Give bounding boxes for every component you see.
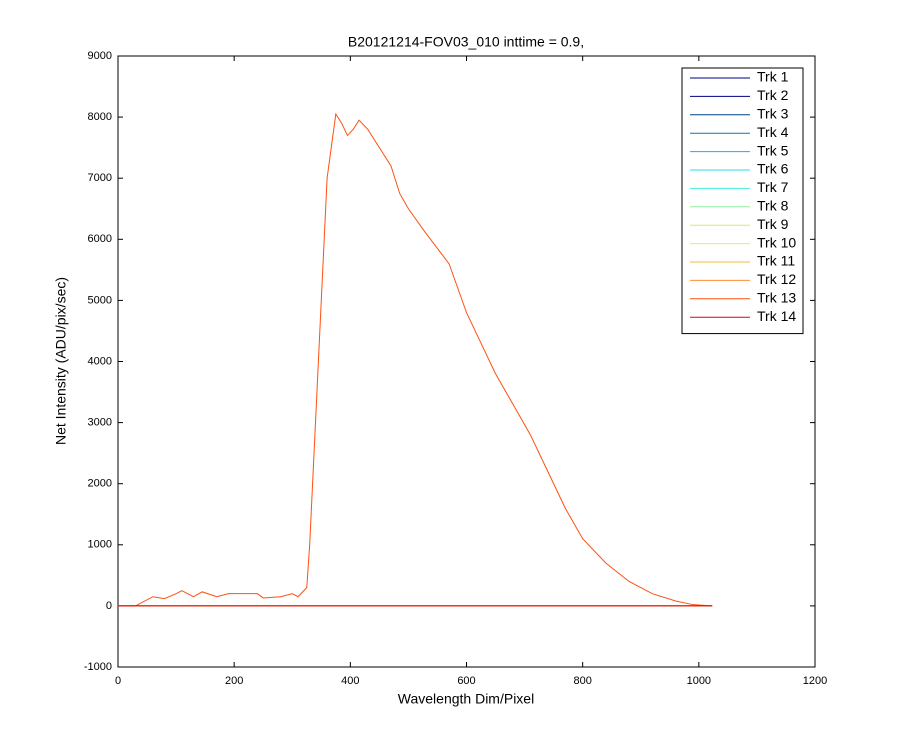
chart-title: B20121214-FOV03_010 inttime = 0.9, <box>348 34 584 50</box>
legend-box <box>681 67 804 335</box>
legend-label: Trk 4 <box>757 124 789 140</box>
legend-label: Trk 10 <box>757 234 796 250</box>
x-tick-label: 400 <box>341 675 359 687</box>
legend-label: Trk 2 <box>757 87 789 103</box>
x-tick-label: 1000 <box>687 675 711 687</box>
y-tick-label: 1000 <box>88 539 112 551</box>
legend-label: Trk 13 <box>757 290 796 306</box>
y-tick-label: 6000 <box>88 233 112 245</box>
legend-label: Trk 14 <box>757 308 796 324</box>
y-tick-label: 0 <box>106 600 112 612</box>
legend-label: Trk 12 <box>757 271 796 287</box>
y-axis-label: Net Intensity (ADU/pix/sec) <box>53 277 69 445</box>
x-tick-label: 800 <box>573 675 591 687</box>
y-tick-label: 5000 <box>88 294 112 306</box>
x-axis-label: Wavelength Dim/Pixel <box>398 691 534 707</box>
x-tick-label: 1200 <box>803 675 827 687</box>
legend-label: Trk 8 <box>757 198 789 214</box>
y-tick-label: 8000 <box>88 111 112 123</box>
legend-label: Trk 5 <box>757 142 789 158</box>
y-tick-label: 4000 <box>88 355 112 367</box>
legend-label: Trk 11 <box>757 253 795 269</box>
y-tick-label: 7000 <box>88 172 112 184</box>
legend-label: Trk 9 <box>757 216 789 232</box>
legend-label: Trk 7 <box>757 179 789 195</box>
legend-label: Trk 6 <box>757 161 789 177</box>
y-tick-label: 2000 <box>88 478 112 490</box>
y-tick-label: -1000 <box>84 661 112 673</box>
x-tick-label: 200 <box>225 675 243 687</box>
y-tick-label: 3000 <box>88 417 112 429</box>
y-tick-label: 9000 <box>88 50 112 62</box>
x-tick-label: 600 <box>457 675 475 687</box>
legend-label: Trk 3 <box>757 106 789 122</box>
x-tick-label: 0 <box>115 675 121 687</box>
legend-label: Trk 1 <box>757 69 789 85</box>
data-line <box>118 112 713 607</box>
